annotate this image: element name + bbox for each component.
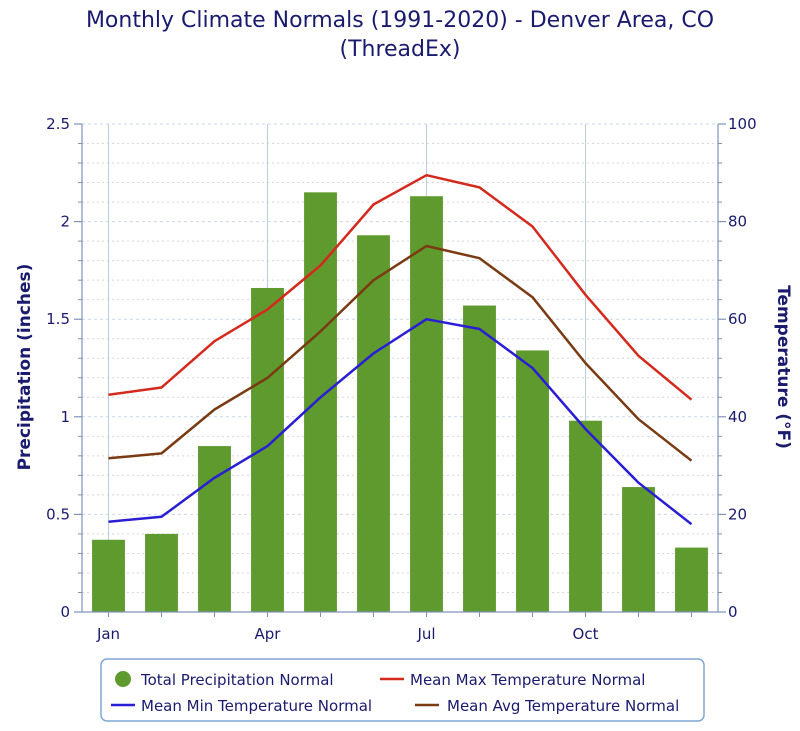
y-right-tick-label-3: 60 (728, 310, 747, 328)
precip-bar-jun (357, 235, 390, 612)
y-right-tick-label-5: 100 (728, 115, 757, 133)
precip-bar-oct (569, 420, 602, 612)
y-left-tick-label-4: 2 (60, 213, 70, 231)
precip-bar-apr (251, 287, 284, 612)
x-tick-label-apr: Apr (255, 625, 282, 643)
y-right-tick-label-1: 20 (728, 505, 747, 523)
y-left-tick-label-0: 0 (60, 603, 70, 621)
x-tick-label-oct: Oct (573, 625, 599, 643)
precip-bar-may (304, 192, 337, 612)
temp-line-2 (108, 317, 693, 526)
y-left-tick-label-2: 1 (60, 408, 70, 426)
temperature-lines (108, 173, 693, 526)
legend-label-max: Mean Max Temperature Normal (410, 671, 645, 689)
precip-bar-sep (516, 350, 549, 612)
x-tick-label-jan: Jan (96, 625, 120, 643)
temp-line-3 (108, 244, 693, 462)
y-right-axis-title: Temperature (°F) (773, 285, 793, 449)
precip-bar-feb (145, 533, 178, 612)
y-left-tick-label-1: 0.5 (46, 505, 70, 523)
precip-bar-nov (622, 487, 655, 612)
y-right-tick-label-4: 80 (728, 213, 747, 231)
y-right-tick-label-2: 40 (728, 408, 747, 426)
y-left-tick-label-3: 1.5 (46, 310, 70, 328)
chart-title-line1: Monthly Climate Normals (1991-2020) - De… (86, 8, 714, 33)
temp-line-1 (108, 173, 693, 401)
legend-label-min: Mean Min Temperature Normal (141, 697, 372, 715)
precip-bar-dec (675, 547, 708, 612)
legend-label-avg: Mean Avg Temperature Normal (447, 697, 679, 715)
y-left-tick-label-5: 2.5 (46, 115, 70, 133)
precip-bar-jul (410, 196, 443, 612)
axes: 0 0.5 1 1.5 2 2.5 0 20 40 60 80 100 Jan Apr Jul Oct (46, 115, 757, 643)
y-right-tick-label-0: 0 (728, 603, 738, 621)
precipitation-bars (92, 192, 708, 612)
legend: Total Precipitation Normal Mean Max Temp… (100, 658, 705, 722)
legend-box (100, 658, 705, 722)
precip-bar-aug (463, 305, 496, 612)
legend-label-precip: Total Precipitation Normal (140, 671, 334, 689)
precip-bar-mar (198, 446, 231, 612)
precip-bar-jan (92, 539, 125, 612)
chart-title-line2: (ThreadEx) (339, 37, 460, 62)
x-tick-label-jul: Jul (416, 625, 435, 643)
y-left-axis-title: Precipitation (inches) (15, 264, 35, 471)
legend-marker-precip (115, 671, 131, 687)
